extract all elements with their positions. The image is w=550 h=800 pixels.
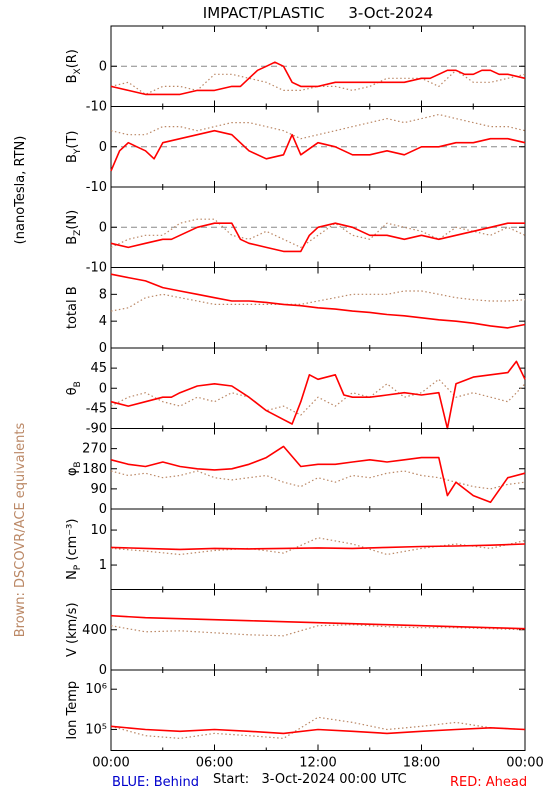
x-axis-ticks: 00:00 06:00 12:00 18:00 00:00 (92, 756, 543, 771)
y-tick-label: 0 (99, 381, 107, 396)
y-tick-label: 0 (99, 220, 107, 235)
y-tick-label: -10 (86, 100, 107, 115)
y-tick-label: -10 (86, 180, 107, 195)
series-equivalent (110, 218, 526, 248)
series-ahead (110, 61, 526, 96)
series-ahead (110, 543, 526, 551)
y-tick-label: 0 (99, 59, 107, 74)
panel-phi: 270 180 90 0 φB (65, 428, 526, 517)
y-tick-label: 1 (99, 558, 107, 573)
legend-ahead: RED: Ahead (450, 775, 527, 790)
series-equivalent (110, 716, 526, 739)
y-axis-label: BZ(N) (65, 210, 83, 245)
y-tick-label: 8 (99, 287, 107, 302)
y-tick-label: -90 (86, 422, 107, 437)
panel-bx: 0 -10 BX(R) (65, 25, 526, 115)
y-axis-label: θB (65, 381, 83, 395)
y-tick-label: 10⁵ (85, 722, 107, 737)
y-tick-label: 4 (99, 314, 107, 329)
series-ahead (110, 614, 526, 630)
x-tick-label: 12:00 (299, 756, 336, 771)
y-tick-label: 0 (99, 502, 107, 517)
equivalents-note: Brown: DSCOVR/ACE equivalents (13, 423, 28, 638)
y-axis-label: BX(R) (65, 49, 83, 83)
y-tick-label: -10 (86, 261, 107, 276)
y-tick-label: 0 (99, 140, 107, 155)
y-tick-label: 10 (90, 523, 107, 538)
y-tick-label: 0 (99, 663, 107, 678)
series-ahead (110, 445, 526, 504)
legend-behind: BLUE: Behind (112, 775, 199, 790)
y-axis-label: total B (65, 286, 80, 329)
series-ahead (110, 222, 525, 253)
y-axis-label: BY(T) (65, 130, 83, 163)
series-equivalent (110, 537, 526, 556)
panel-by: 0 -10 BY(T) (65, 106, 526, 195)
panel-frame (110, 589, 526, 671)
x-tick-label: 00:00 (92, 756, 129, 771)
y-tick-label: -45 (86, 401, 107, 416)
x-tick-label: 18:00 (403, 756, 440, 771)
y-tick-label: 270 (82, 442, 107, 457)
series-ahead (110, 273, 526, 329)
y-axis-label: V (km/s) (65, 602, 80, 657)
series-ahead (110, 129, 526, 172)
panel-frame (110, 347, 526, 429)
series-ahead (110, 360, 526, 430)
y-tick-label: 400 (82, 623, 107, 638)
series-equivalent (110, 290, 526, 312)
panel-btotal: 0 4 8 total B (65, 267, 526, 356)
x-tick-label: 00:00 (506, 756, 543, 771)
series-equivalent (110, 624, 526, 637)
units-label: (nanoTesla, RTN) (13, 136, 28, 245)
y-tick-label: 180 (82, 462, 107, 477)
start-time-label: Start: 3-Oct-2024 00:00 UTC (213, 772, 407, 787)
series-equivalent (110, 113, 526, 140)
panel-bz: 0 -10 BZ(N) (65, 186, 526, 276)
y-axis-label: φB (65, 461, 83, 476)
y-tick-label: 90 (90, 482, 107, 497)
y-tick-label: 10⁶ (85, 682, 107, 697)
series-equivalent (110, 378, 526, 416)
panel-frame (110, 669, 526, 751)
panel-np: 10 1 NP (cm⁻³) (65, 508, 526, 590)
y-tick-label: 0 (99, 341, 107, 356)
chart-title: IMPACT/PLASTIC 3-Oct-2024 (203, 4, 433, 22)
panel-temp: 10⁶ 10⁵ Ion Temp (65, 669, 526, 751)
y-axis-label: Ion Temp (65, 681, 80, 740)
series-ahead (110, 725, 526, 735)
x-tick-label: 06:00 (196, 756, 233, 771)
panel-frame (110, 428, 526, 510)
y-tick-label: 45 (90, 361, 107, 376)
y-axis-label: NP (cm⁻³) (65, 519, 83, 580)
panel-theta: 45 0 -45 -90 θB (65, 347, 526, 437)
panel-v: 400 0 V (km/s) (65, 589, 526, 678)
series-equivalent (110, 470, 526, 490)
